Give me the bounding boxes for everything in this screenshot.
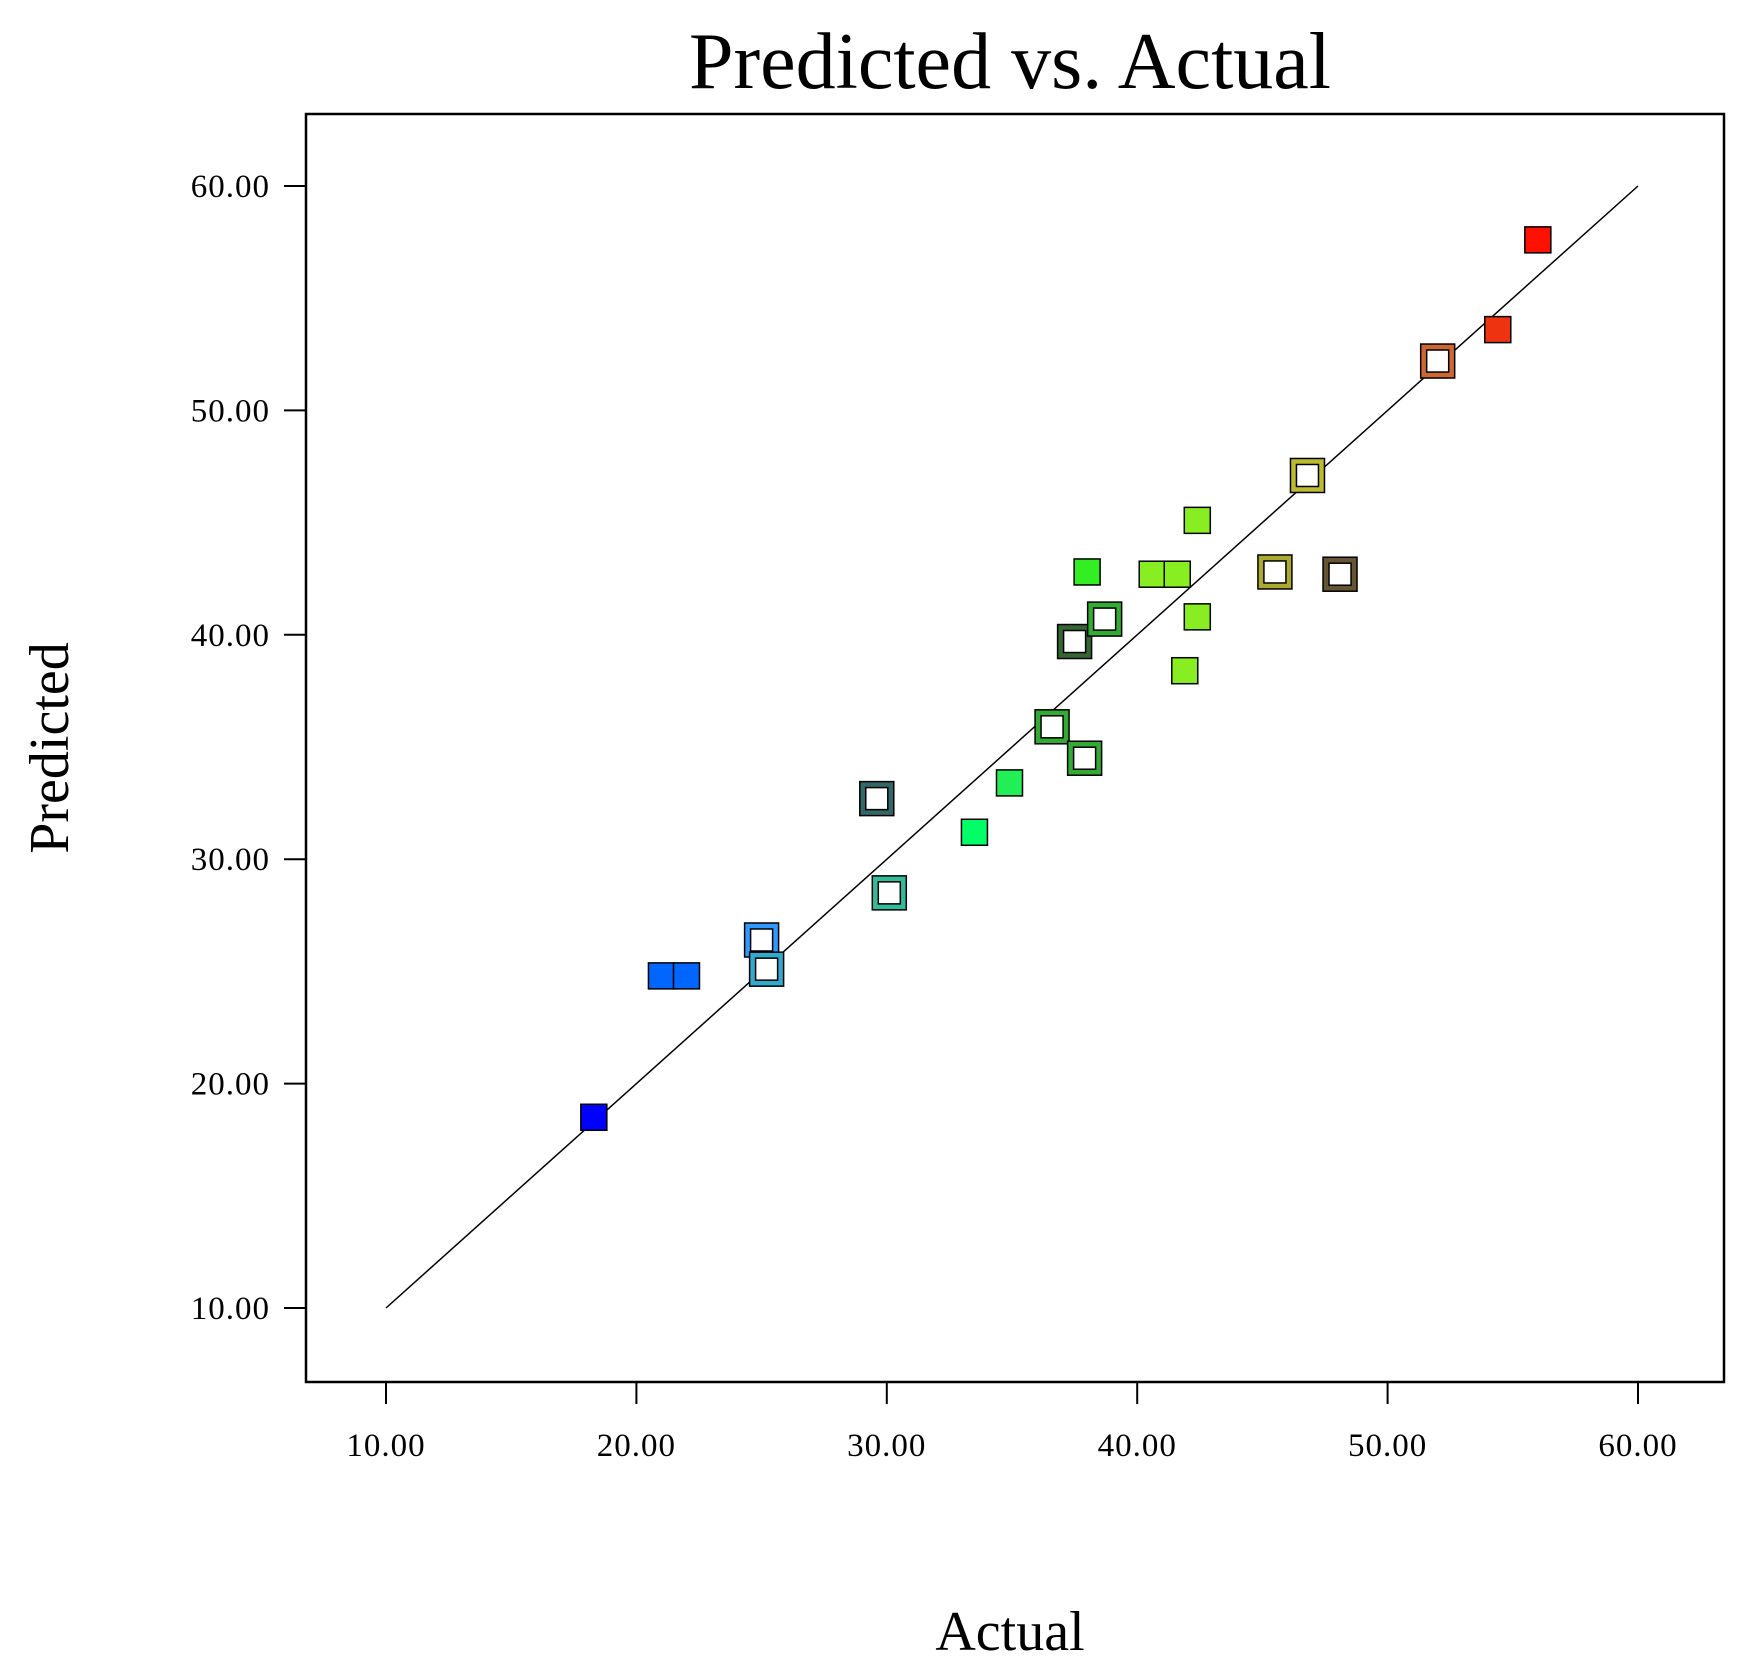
data-point <box>859 780 895 817</box>
x-tick-label: 40.00 <box>1098 1428 1177 1464</box>
x-tick-label: 20.00 <box>597 1428 676 1464</box>
y-axis-label: Predicted <box>19 642 81 853</box>
data-point <box>1289 457 1326 494</box>
data-point <box>995 769 1024 797</box>
x-tick-label: 50.00 <box>1348 1428 1427 1464</box>
x-axis: 10.00 20.00 30.00 40.00 50.00 60.00 <box>346 1382 1677 1464</box>
data-point <box>1484 315 1512 344</box>
data-point <box>580 1103 608 1132</box>
data-point <box>1257 554 1293 590</box>
data-point <box>1419 343 1456 379</box>
chart-title: Predicted vs. Actual <box>689 18 1331 106</box>
data-point <box>1163 560 1192 588</box>
y-tick-label: 40.00 <box>191 618 270 654</box>
data-point <box>1183 506 1212 535</box>
data-point <box>647 962 676 990</box>
y-axis: 10.00 20.00 30.00 40.00 50.00 60.00 <box>191 169 306 1327</box>
data-point <box>960 818 989 847</box>
y-tick-label: 20.00 <box>191 1067 270 1103</box>
data-point <box>1322 556 1358 592</box>
data-point <box>1066 740 1103 776</box>
data-points <box>580 226 1552 1132</box>
data-point <box>1034 709 1070 745</box>
y-tick-label: 60.00 <box>191 169 270 205</box>
data-point <box>871 875 908 911</box>
data-point <box>1183 603 1212 631</box>
x-tick-label: 30.00 <box>847 1428 926 1464</box>
data-point <box>743 922 780 958</box>
plot-frame <box>304 112 1726 1384</box>
data-point <box>672 962 701 990</box>
y-tick-label: 50.00 <box>191 393 270 429</box>
y-tick-label: 30.00 <box>191 842 270 878</box>
data-point <box>1524 226 1552 254</box>
data-point <box>748 951 785 987</box>
x-axis-label: Actual <box>935 1601 1084 1663</box>
data-point <box>1056 623 1093 660</box>
y-tick-label: 10.00 <box>191 1291 270 1327</box>
data-point <box>1073 558 1101 586</box>
data-point <box>1086 601 1123 637</box>
data-point <box>1138 560 1166 588</box>
data-point <box>1171 656 1199 685</box>
x-tick-label: 60.00 <box>1598 1428 1677 1464</box>
x-tick-label: 10.00 <box>346 1428 425 1464</box>
